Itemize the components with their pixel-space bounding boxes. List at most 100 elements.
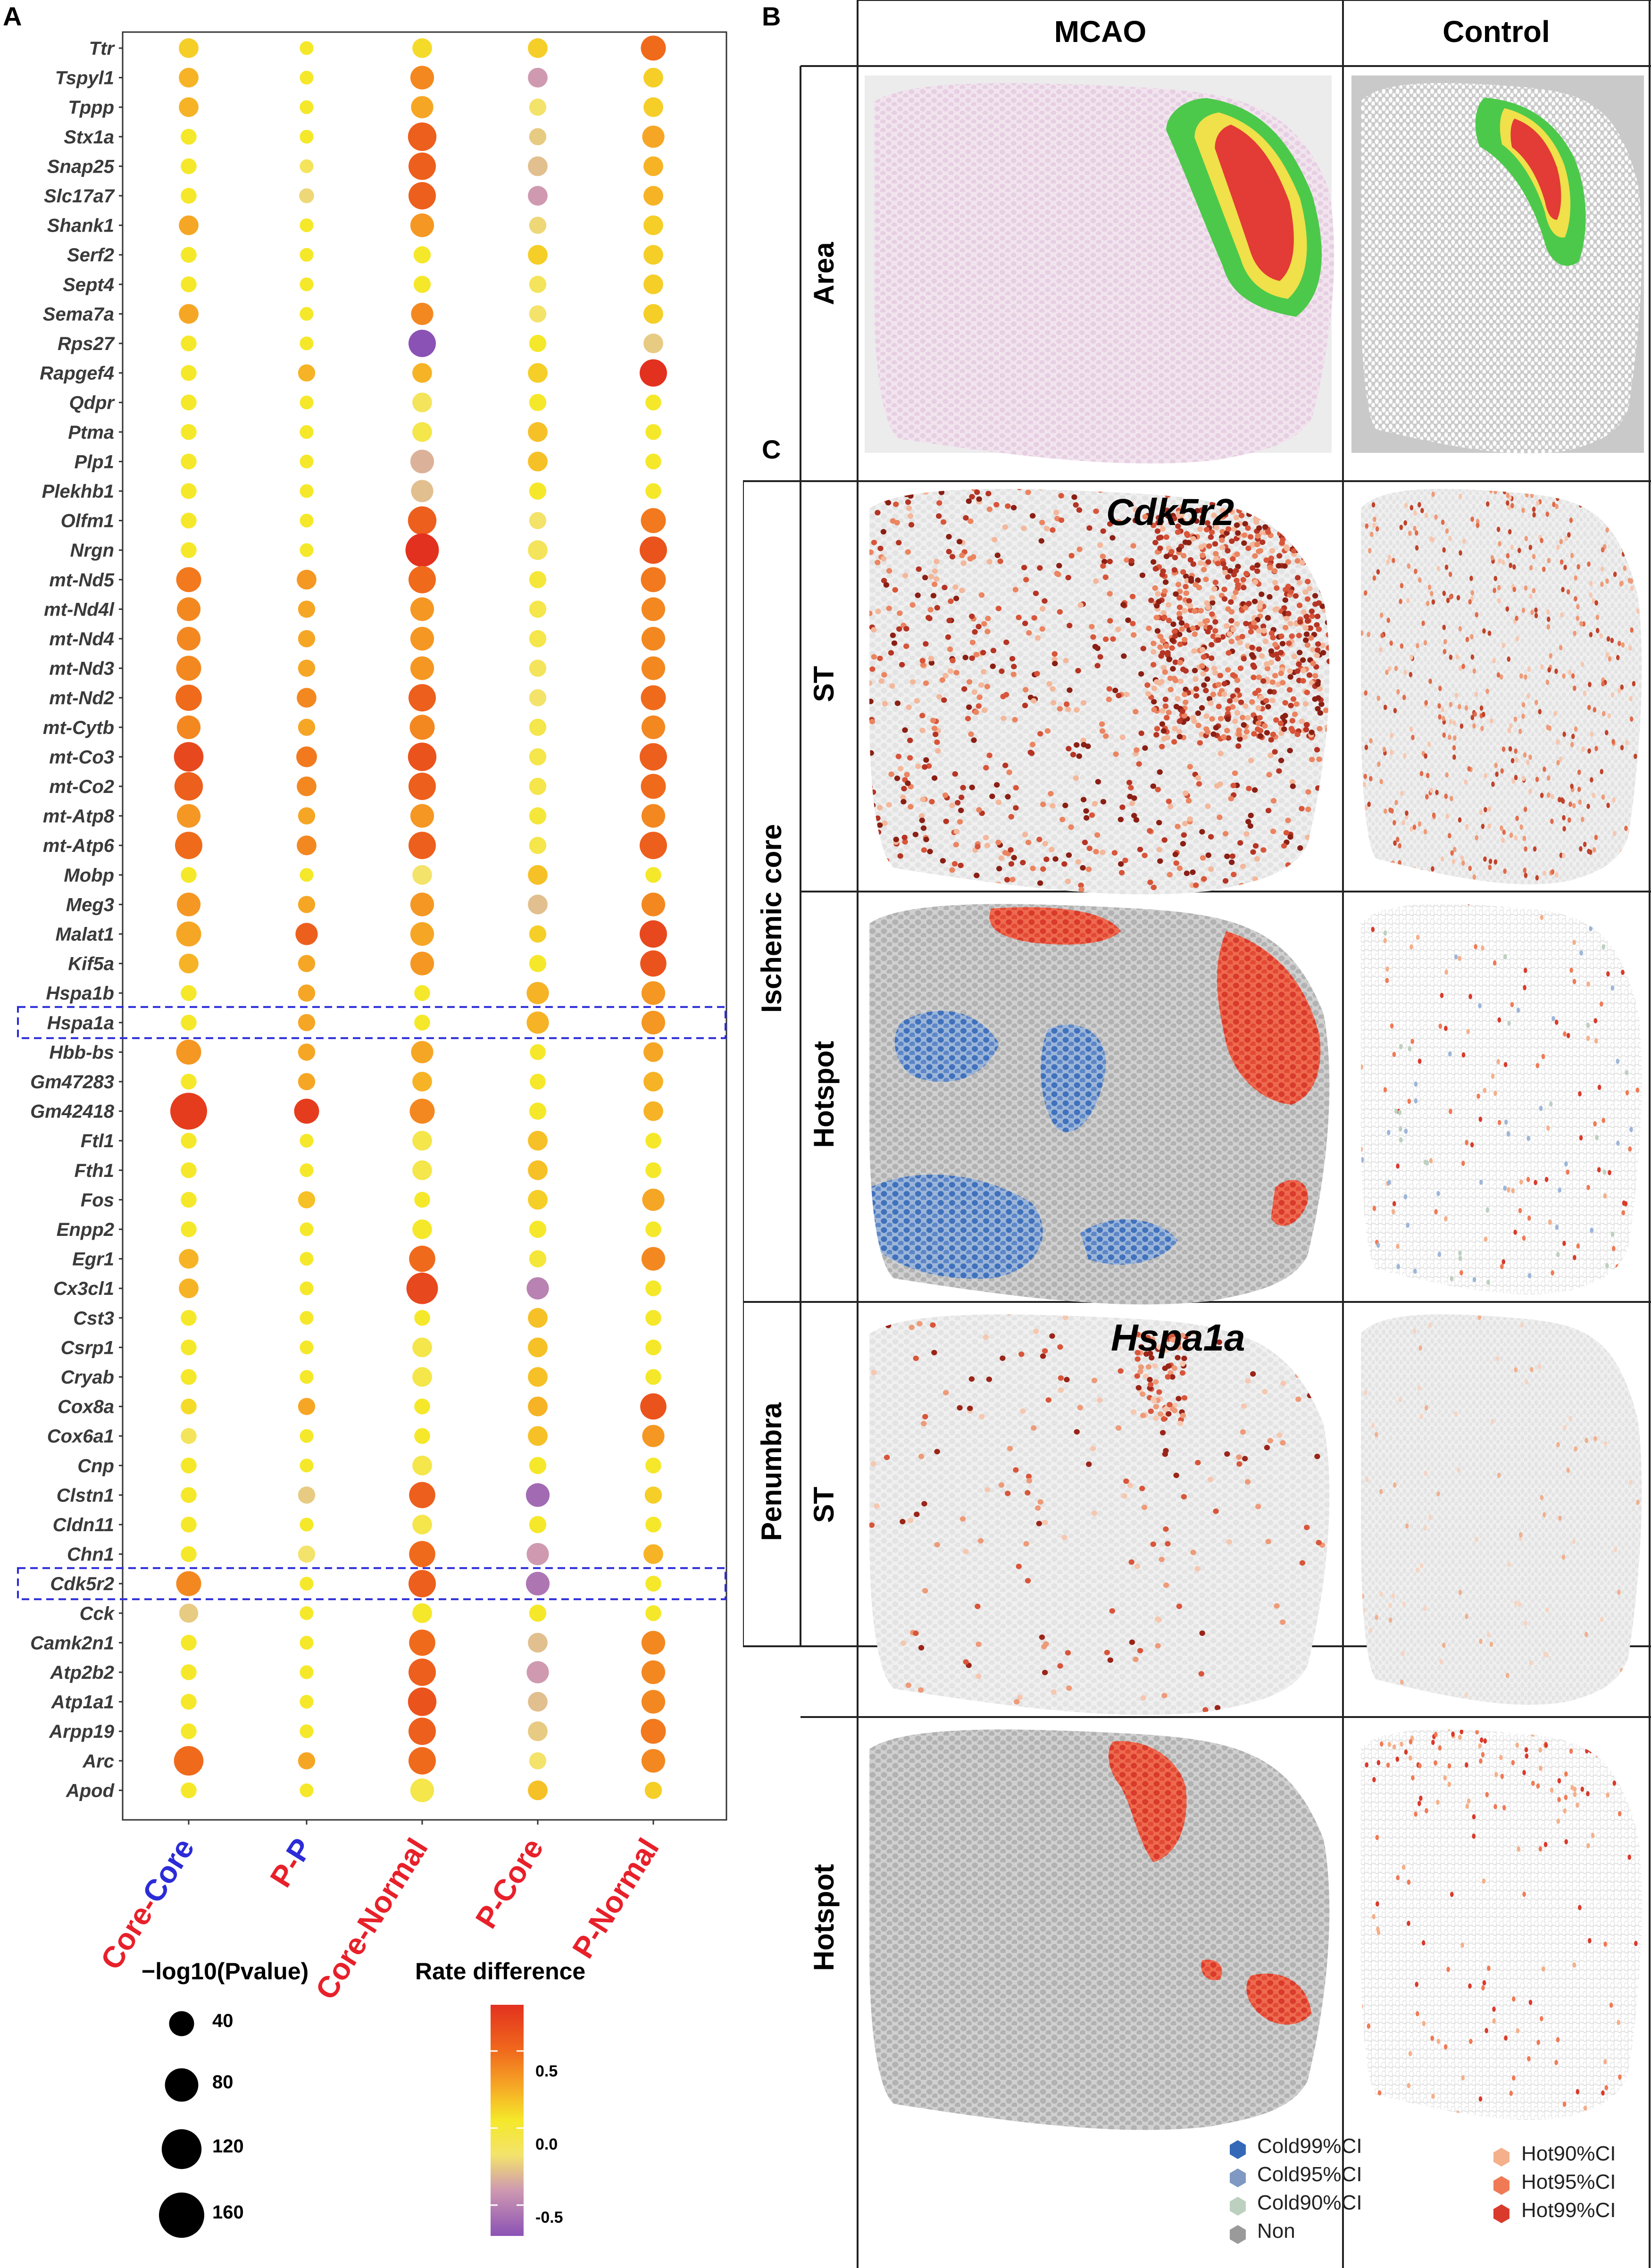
spot: [908, 493, 914, 499]
spot: [1257, 715, 1263, 721]
spot: [1623, 566, 1627, 571]
spot: [1569, 517, 1573, 523]
spot: [1230, 556, 1236, 562]
spot: [1603, 2059, 1607, 2065]
spot: [1190, 561, 1196, 567]
spot: [1403, 669, 1407, 675]
spot: [1031, 1425, 1037, 1431]
dot: [294, 1099, 319, 1124]
spot: [1461, 664, 1465, 669]
spot: [1219, 537, 1225, 543]
spot: [928, 574, 934, 580]
spot: [1409, 505, 1414, 510]
spot: [1419, 869, 1424, 875]
spot: [1607, 1314, 1610, 1318]
spot: [1157, 858, 1163, 864]
spot: [932, 568, 938, 574]
spot: [1285, 530, 1291, 536]
spot: [1452, 847, 1457, 852]
spot: [1486, 501, 1490, 507]
spot: [1325, 587, 1330, 593]
dot: [528, 363, 548, 383]
dot: [641, 1631, 666, 1655]
spot: [1312, 593, 1318, 599]
spot: [1628, 1146, 1632, 1152]
spot: [1588, 1938, 1592, 1943]
spot: [1367, 632, 1371, 637]
spot: [1419, 1795, 1423, 1801]
spot: [1362, 782, 1367, 787]
spot: [928, 660, 935, 666]
spot: [1170, 621, 1176, 627]
dot: [181, 1517, 197, 1533]
spot: [1366, 1269, 1370, 1275]
spot: [1543, 870, 1547, 876]
spot: [1615, 523, 1619, 529]
colorbar: [491, 2005, 524, 2236]
dot: [643, 245, 663, 265]
spot: [1078, 882, 1084, 888]
spot: [1442, 716, 1445, 721]
spot: [883, 582, 890, 588]
spot: [1039, 626, 1045, 632]
spot: [1192, 631, 1198, 637]
spot: [1519, 673, 1523, 679]
spot: [1301, 609, 1307, 615]
dot: [529, 482, 547, 500]
spot: [1193, 518, 1200, 524]
spot: [912, 832, 919, 837]
spot: [1600, 1617, 1604, 1622]
spot: [1328, 631, 1330, 637]
spot: [1267, 1438, 1274, 1443]
dot: [528, 540, 548, 560]
spot: [1312, 522, 1318, 528]
spot: [1128, 785, 1134, 791]
spot: [1225, 526, 1232, 532]
spot: [1049, 1333, 1055, 1339]
dot: [529, 807, 547, 825]
spot: [1180, 569, 1186, 575]
spot: [1539, 1765, 1543, 1771]
spot: [1536, 1783, 1540, 1789]
spot: [1267, 880, 1273, 886]
spot: [1621, 545, 1626, 551]
dot: [528, 1308, 548, 1328]
spot: [1372, 522, 1376, 528]
spot: [1319, 642, 1326, 648]
spot: [1504, 2035, 1508, 2041]
spot: [1089, 812, 1095, 818]
gene-label: Cnp: [77, 1456, 114, 1476]
spot: [1241, 722, 1247, 728]
spot: [1099, 721, 1105, 727]
dot: [641, 1718, 666, 1744]
spot: [1465, 1614, 1468, 1619]
spot: [1317, 710, 1323, 716]
spot: [1367, 801, 1371, 807]
spot: [1042, 1348, 1048, 1354]
spot: [1269, 502, 1275, 508]
spot: [1427, 870, 1431, 876]
dot: [298, 659, 316, 677]
spot: [1383, 930, 1387, 936]
dot: [528, 1780, 548, 1801]
spot: [1035, 1505, 1041, 1511]
spot: [1541, 1054, 1545, 1059]
spot: [1177, 588, 1183, 594]
spot: [1493, 960, 1497, 966]
spot: [1296, 580, 1302, 585]
spot: [1599, 633, 1603, 639]
spot: [1230, 783, 1236, 789]
dot: [525, 1572, 550, 1596]
spot: [1572, 979, 1576, 984]
spot: [1173, 860, 1179, 866]
dot: [645, 1162, 661, 1178]
spot: [1176, 718, 1183, 724]
spot: [1257, 728, 1264, 734]
spot: [1566, 1033, 1570, 1038]
dot: [179, 304, 199, 324]
dot: [300, 425, 314, 439]
spot: [1283, 830, 1290, 836]
spot: [1487, 823, 1492, 829]
spot: [1579, 846, 1583, 852]
spot: [1506, 1131, 1510, 1137]
